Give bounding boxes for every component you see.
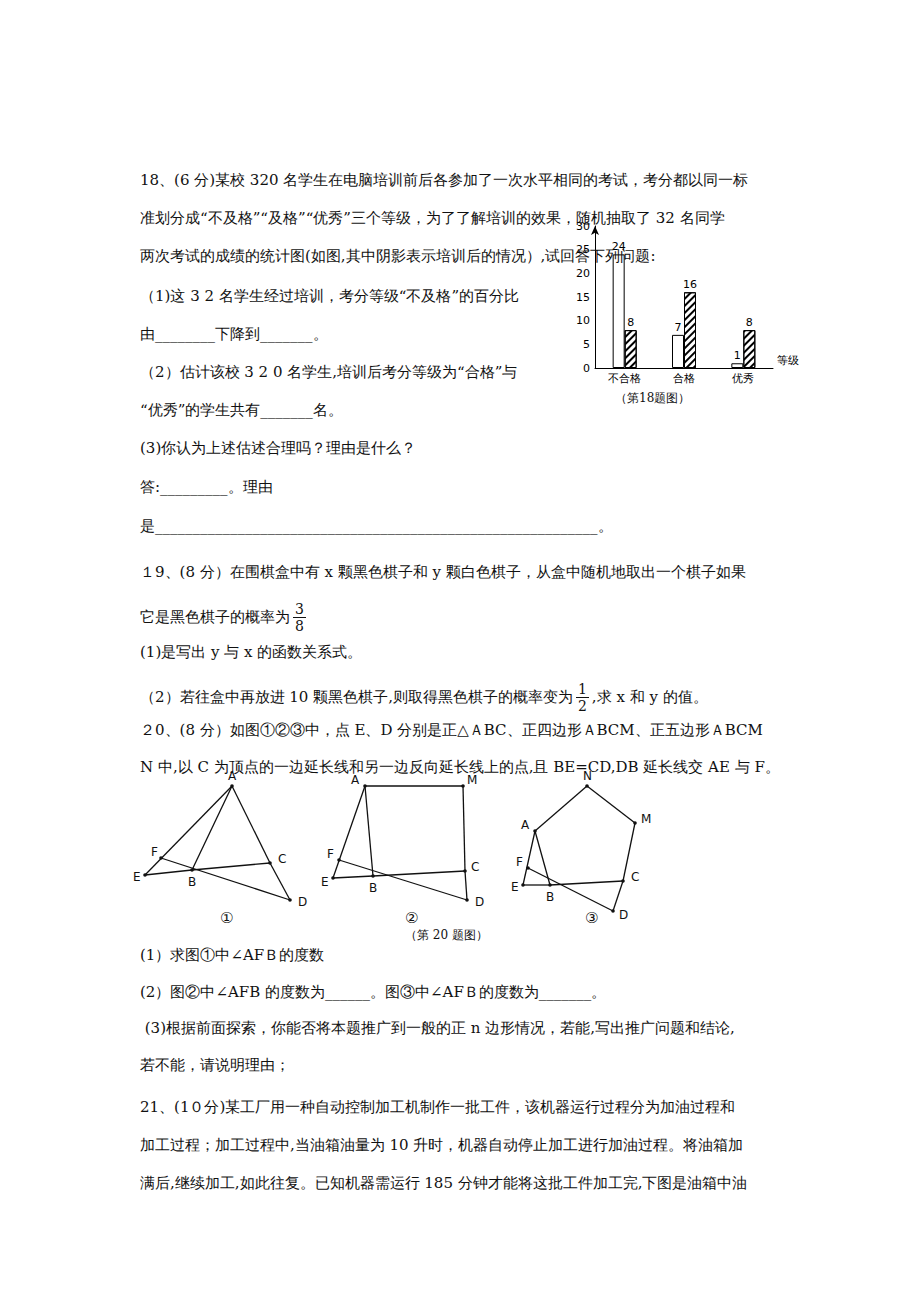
svg-text:F: F <box>516 855 523 869</box>
svg-text:E: E <box>133 870 141 884</box>
svg-text:E: E <box>321 875 329 889</box>
svg-text:F: F <box>327 847 334 861</box>
svg-text:A: A <box>521 818 530 832</box>
svg-text:10: 10 <box>576 314 590 327</box>
svg-text:E: E <box>511 880 519 894</box>
svg-text:5: 5 <box>583 338 590 351</box>
svg-text:M: M <box>467 773 477 787</box>
svg-text:B: B <box>369 881 377 895</box>
svg-text:②: ② <box>405 909 418 927</box>
svg-text:③: ③ <box>585 909 598 927</box>
svg-text:C: C <box>631 870 639 884</box>
svg-text:B: B <box>546 890 554 904</box>
svg-text:优秀: 优秀 <box>732 372 754 385</box>
svg-text:0: 0 <box>583 362 590 375</box>
svg-text:不合格: 不合格 <box>608 372 641 385</box>
svg-text:F: F <box>151 845 158 859</box>
svg-text:M: M <box>641 812 651 826</box>
svg-text:8: 8 <box>627 316 634 329</box>
svg-text:8: 8 <box>746 316 753 329</box>
svg-text:D: D <box>619 908 628 922</box>
svg-text:C: C <box>471 860 479 874</box>
svg-text:1: 1 <box>734 349 741 362</box>
svg-text:B: B <box>188 875 196 889</box>
svg-text:N: N <box>583 769 592 783</box>
svg-text:合格: 合格 <box>673 372 695 385</box>
svg-text:20: 20 <box>576 267 590 280</box>
svg-text:15: 15 <box>576 291 590 304</box>
svg-text:7: 7 <box>675 321 682 334</box>
svg-text:等级: 等级 <box>777 354 799 367</box>
svg-text:①: ① <box>220 909 233 927</box>
svg-text:A: A <box>351 773 360 787</box>
svg-text:C: C <box>278 852 286 866</box>
svg-text:A: A <box>228 769 237 783</box>
svg-text:16: 16 <box>683 278 697 291</box>
svg-text:D: D <box>475 895 484 909</box>
svg-text:D: D <box>298 895 307 909</box>
